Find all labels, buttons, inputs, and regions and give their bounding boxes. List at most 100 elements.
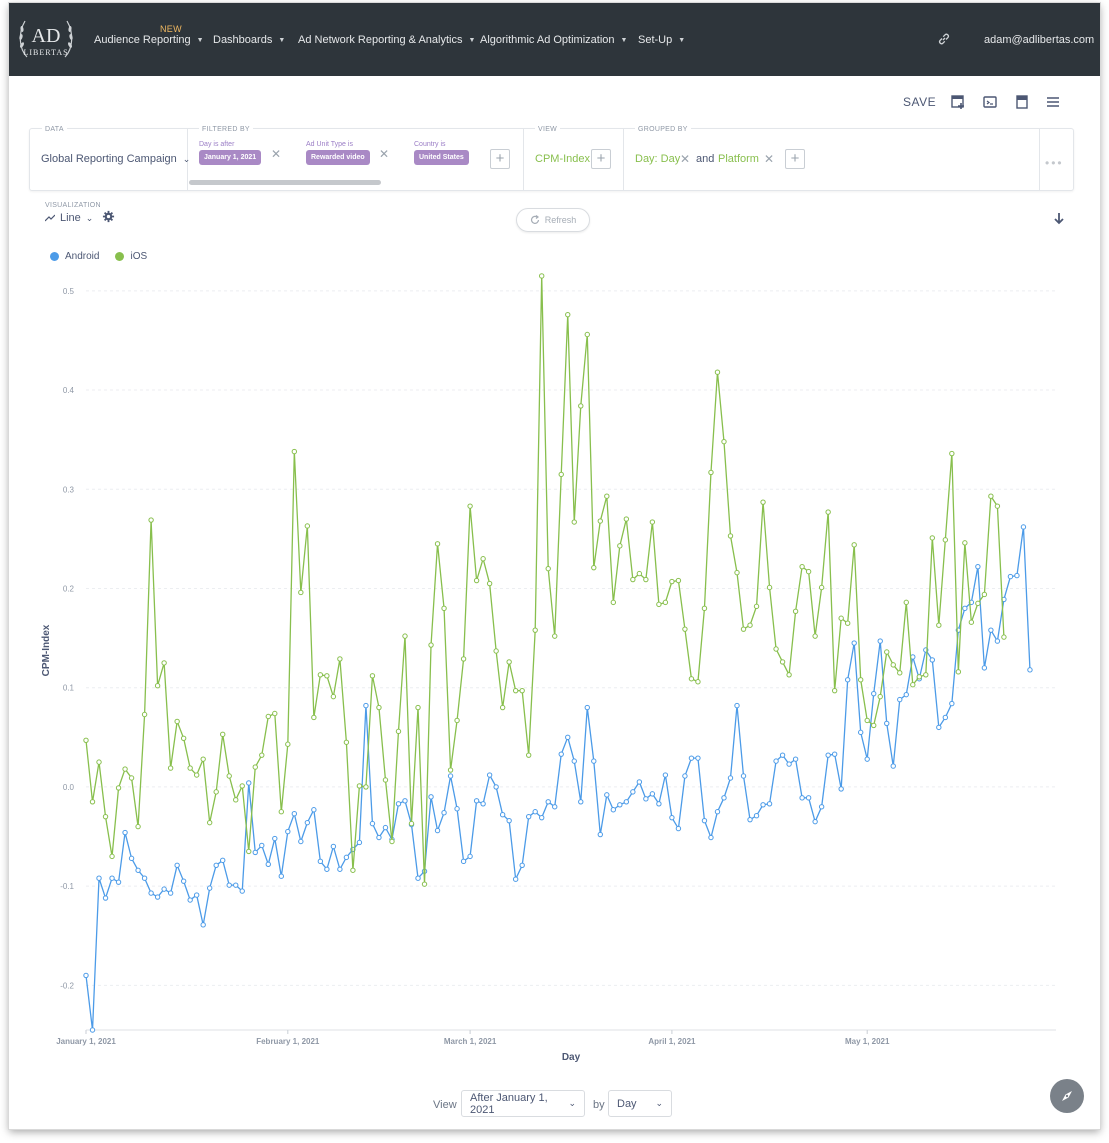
data-point	[643, 576, 649, 583]
svg-text:AD: AD	[32, 25, 61, 47]
data-point	[291, 811, 298, 817]
data-point	[871, 690, 877, 697]
data-point	[187, 897, 193, 903]
remove-group-icon[interactable]: ✕	[764, 152, 775, 166]
remove-filter-icon[interactable]: ✕	[379, 147, 390, 161]
add-filter-button[interactable]: +	[490, 149, 510, 169]
data-point	[981, 665, 988, 671]
data-point	[233, 797, 239, 803]
group-platform[interactable]: Platform	[718, 153, 759, 165]
data-point	[265, 713, 271, 720]
data-point	[877, 638, 883, 644]
data-point	[96, 875, 102, 881]
add-to-dashboard-icon[interactable]	[950, 94, 966, 110]
legend-item-ios[interactable]: iOS	[115, 251, 147, 262]
filter-pill[interactable]: January 1, 2021	[199, 150, 262, 165]
refresh-button[interactable]: Refresh	[516, 208, 590, 232]
time-unit-select[interactable]: Day ⌄	[608, 1090, 672, 1117]
data-point	[434, 541, 441, 547]
data-point	[1014, 572, 1020, 579]
y-tick-label: 0.2	[63, 584, 75, 593]
data-point	[610, 807, 617, 813]
data-point	[890, 662, 896, 668]
data-point	[916, 674, 922, 680]
data-point	[460, 656, 467, 662]
remove-filter-icon[interactable]: ✕	[271, 147, 282, 161]
data-point	[467, 503, 473, 509]
series-line-ios	[85, 275, 1005, 885]
data-point	[591, 758, 597, 764]
data-point	[825, 509, 831, 515]
data-point	[141, 711, 148, 718]
save-button[interactable]: SAVE	[903, 95, 937, 109]
more-options-icon[interactable]: •••	[1045, 156, 1064, 170]
remove-group-icon[interactable]: ✕	[680, 152, 691, 166]
date-range-select[interactable]: After January 1, 2021 ⌄	[461, 1090, 585, 1117]
view-section-label: VIEW	[535, 126, 561, 133]
data-point	[128, 855, 135, 862]
data-point	[421, 881, 428, 887]
data-point	[428, 794, 434, 800]
data-point	[604, 792, 610, 798]
data-point	[135, 823, 141, 830]
filter-title: Day is after	[199, 141, 235, 148]
data-point	[857, 729, 864, 736]
data-point	[747, 816, 753, 823]
data-point	[102, 895, 109, 901]
data-point	[154, 683, 161, 689]
data-point	[994, 503, 1001, 509]
nav-setup[interactable]: Set-Up ▼	[638, 34, 685, 46]
data-point	[369, 820, 376, 827]
filter-scrollbar[interactable]	[189, 180, 381, 185]
data-point	[617, 802, 623, 808]
data-point	[825, 752, 831, 758]
explore-compass-button[interactable]	[1050, 1079, 1084, 1113]
nav-dashboards[interactable]: Dashboards ▼	[213, 34, 285, 46]
user-menu[interactable]: adam@adlibertas.com ▼	[984, 34, 1100, 46]
x-tick-label: January 1, 2021	[56, 1037, 116, 1046]
data-point	[174, 862, 180, 869]
add-metric-button[interactable]: +	[591, 149, 611, 169]
link-icon[interactable]	[937, 32, 951, 46]
filter-pill[interactable]: Rewarded video	[306, 150, 370, 165]
y-tick-label: -0.2	[60, 981, 74, 990]
data-point	[864, 717, 870, 724]
data-point	[649, 791, 656, 797]
data-point	[818, 804, 825, 810]
embed-icon[interactable]	[982, 94, 998, 110]
data-point	[975, 563, 981, 570]
footer-view-label: View	[433, 1099, 457, 1111]
download-icon[interactable]	[1052, 211, 1066, 227]
nav-label: Algorithmic Ad Optimization	[480, 34, 615, 46]
group-day[interactable]: Day: Day	[635, 153, 681, 165]
nav-audience-reporting[interactable]: Audience Reporting ▼	[94, 34, 204, 46]
data-point	[936, 622, 942, 628]
view-section: VIEW CPM-Index +	[523, 126, 624, 190]
date-range-value: After January 1, 2021	[470, 1091, 548, 1116]
gear-icon[interactable]	[102, 210, 115, 223]
data-source-select[interactable]: Global Reporting Campaign ⌄	[41, 153, 190, 165]
data-point	[623, 799, 630, 805]
data-point	[83, 972, 89, 979]
filter-pill[interactable]: United States	[414, 150, 469, 165]
data-point	[343, 854, 350, 861]
visualization-select[interactable]: Line ⌄	[45, 212, 93, 224]
add-group-button[interactable]: +	[785, 149, 805, 169]
data-point	[506, 659, 512, 665]
nav-ad-network-reporting[interactable]: Ad Network Reporting & Analytics ▼	[298, 34, 475, 46]
nav-algorithmic-ad-optimization[interactable]: Algorithmic Ad Optimization ▼	[480, 34, 627, 46]
bookmark-icon[interactable]	[1014, 94, 1030, 110]
legend-item-android[interactable]: Android	[50, 251, 99, 262]
data-point	[128, 775, 135, 781]
y-tick-label: 0.5	[63, 287, 75, 296]
data-point	[233, 882, 239, 888]
data-point	[656, 601, 662, 608]
adlibertas-logo[interactable]: AD LIBERTAS	[15, 9, 77, 71]
data-point	[786, 761, 792, 767]
data-point	[311, 807, 317, 813]
data-point	[213, 862, 219, 869]
menu-icon[interactable]	[1045, 94, 1061, 110]
data-point	[884, 720, 890, 727]
data-point	[115, 879, 122, 885]
view-metric[interactable]: CPM-Index	[535, 153, 591, 165]
